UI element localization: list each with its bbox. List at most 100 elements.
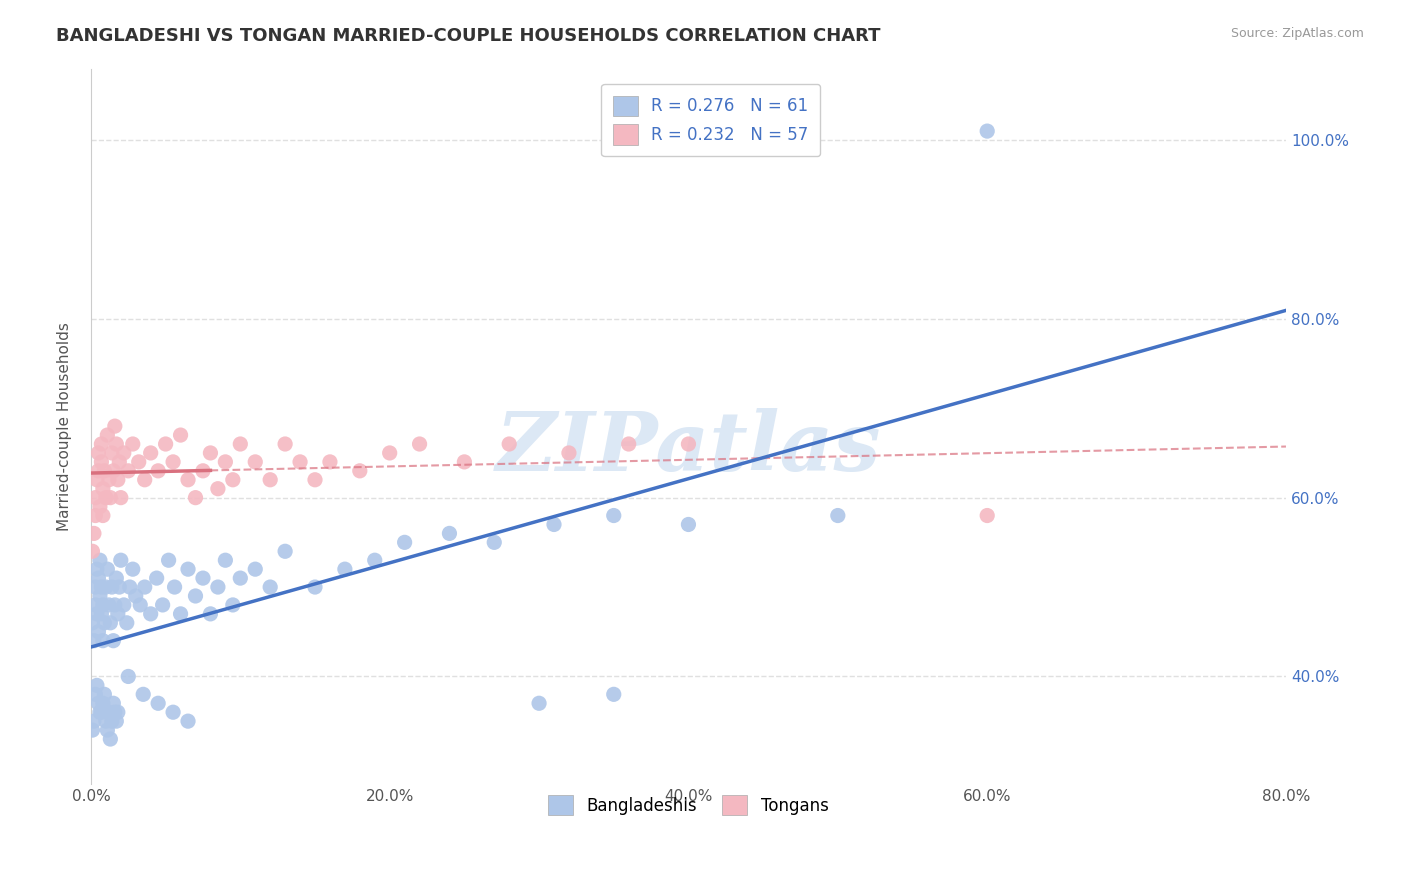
Point — [146, 696, 169, 710]
Point — [101, 446, 124, 460]
Point — [408, 437, 430, 451]
Point — [96, 428, 118, 442]
Point — [110, 491, 132, 505]
Point — [84, 508, 107, 523]
Point — [134, 473, 156, 487]
Point — [103, 464, 125, 478]
Point — [101, 714, 124, 728]
Point — [207, 482, 229, 496]
Point — [349, 464, 371, 478]
Point — [83, 714, 105, 728]
Point — [259, 580, 281, 594]
Point — [104, 705, 127, 719]
Point — [108, 455, 131, 469]
Point — [98, 732, 121, 747]
Point — [115, 615, 138, 630]
Point — [245, 455, 267, 469]
Point — [132, 687, 155, 701]
Point — [83, 633, 105, 648]
Point — [104, 598, 127, 612]
Point — [214, 553, 236, 567]
Point — [177, 473, 200, 487]
Point — [101, 580, 124, 594]
Text: ZIPatlas: ZIPatlas — [496, 408, 882, 488]
Point — [117, 464, 139, 478]
Point — [91, 598, 114, 612]
Point — [162, 705, 184, 719]
Point — [222, 473, 245, 487]
Legend: Bangladeshis, Tongans: Bangladeshis, Tongans — [538, 785, 838, 825]
Text: BANGLADESHI VS TONGAN MARRIED-COUPLE HOUSEHOLDS CORRELATION CHART: BANGLADESHI VS TONGAN MARRIED-COUPLE HOU… — [56, 27, 880, 45]
Point — [157, 553, 180, 567]
Point — [96, 562, 118, 576]
Point — [103, 633, 125, 648]
Point — [107, 473, 129, 487]
Point — [603, 508, 626, 523]
Point — [108, 580, 131, 594]
Point — [107, 607, 129, 621]
Point — [89, 553, 111, 567]
Point — [163, 580, 186, 594]
Point — [191, 571, 214, 585]
Point — [498, 437, 520, 451]
Point — [484, 535, 506, 549]
Point — [87, 446, 110, 460]
Point — [319, 455, 342, 469]
Point — [222, 598, 245, 612]
Point — [200, 446, 222, 460]
Point — [976, 508, 998, 523]
Point — [139, 446, 162, 460]
Text: Source: ZipAtlas.com: Source: ZipAtlas.com — [1230, 27, 1364, 40]
Point — [439, 526, 461, 541]
Point — [96, 723, 118, 737]
Point — [91, 508, 114, 523]
Point — [378, 446, 401, 460]
Point — [229, 571, 252, 585]
Point — [89, 589, 111, 603]
Point — [118, 580, 141, 594]
Point — [94, 491, 117, 505]
Point — [177, 562, 200, 576]
Point — [83, 526, 105, 541]
Point — [152, 598, 174, 612]
Point — [200, 607, 222, 621]
Point — [87, 624, 110, 639]
Point — [82, 615, 104, 630]
Point — [145, 571, 167, 585]
Point — [214, 455, 236, 469]
Point — [162, 455, 184, 469]
Point — [97, 473, 120, 487]
Point — [91, 696, 114, 710]
Point — [527, 696, 550, 710]
Point — [86, 678, 108, 692]
Point — [191, 464, 214, 478]
Point — [617, 437, 640, 451]
Point — [558, 446, 581, 460]
Point — [91, 633, 114, 648]
Point — [90, 437, 112, 451]
Point — [94, 580, 117, 594]
Point — [98, 615, 121, 630]
Point — [177, 714, 200, 728]
Point — [184, 589, 207, 603]
Point — [84, 580, 107, 594]
Point — [93, 464, 115, 478]
Point — [89, 705, 111, 719]
Point — [86, 473, 108, 487]
Point — [134, 580, 156, 594]
Point — [93, 687, 115, 701]
Point — [543, 517, 565, 532]
Point — [87, 571, 110, 585]
Point — [90, 705, 112, 719]
Point — [90, 607, 112, 621]
Point — [169, 428, 191, 442]
Point — [97, 705, 120, 719]
Point — [169, 607, 191, 621]
Point — [112, 446, 135, 460]
Point — [112, 598, 135, 612]
Point — [128, 455, 150, 469]
Point — [304, 580, 326, 594]
Point — [274, 437, 297, 451]
Point — [105, 714, 128, 728]
Point — [87, 464, 110, 478]
